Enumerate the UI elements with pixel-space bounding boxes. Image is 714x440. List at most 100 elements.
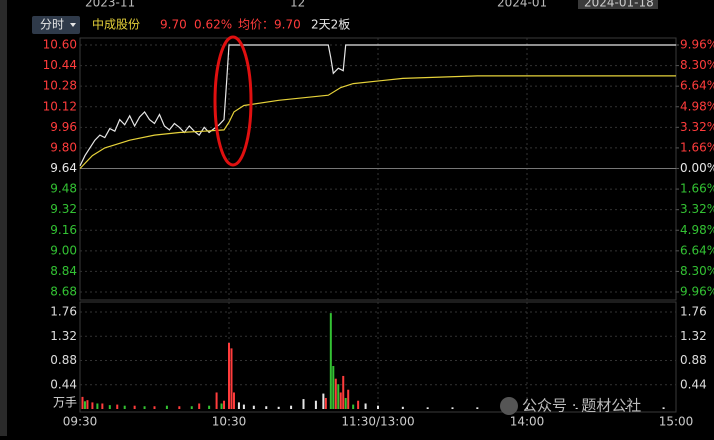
volume-bar (91, 402, 94, 409)
volume-bar (526, 407, 528, 409)
volume-bar (242, 404, 245, 409)
y-axis-unit: 万手 (53, 396, 77, 410)
y2-tick-label: 6.64% (680, 243, 714, 257)
y-tick-label: 9.80 (50, 140, 77, 154)
period-button[interactable] (32, 16, 80, 34)
y2-tick-label: 1.66% (680, 182, 714, 196)
stock-price: 9.70 (160, 18, 187, 32)
volume-bar (344, 397, 347, 409)
y2-tick-label: 0.44 (680, 377, 707, 391)
volume-bar (342, 375, 345, 409)
volume-bar (83, 401, 86, 409)
volume-bar (215, 392, 218, 409)
volume-bar (123, 405, 126, 409)
y2-tick-label: 9.96% (680, 285, 714, 299)
y-tick-label: 1.32 (50, 329, 77, 343)
y-tick-label: 0.88 (50, 353, 77, 367)
volume-bar (334, 378, 337, 409)
volume-bar (322, 393, 325, 409)
volume-bar (332, 366, 335, 409)
y2-tick-label: 4.98% (680, 99, 714, 113)
volume-bar (662, 407, 665, 409)
average-price: 均价：9.70 (238, 18, 301, 32)
x-tick-label: 10:30 (212, 415, 247, 429)
y2-tick-label: 3.32% (680, 120, 714, 134)
volume-bar (108, 405, 111, 409)
y-tick-label: 9.64 (50, 161, 77, 175)
volume-bar (198, 403, 201, 409)
timeline-label[interactable]: 2024-01-18 (584, 0, 654, 10)
x-tick-label: 09:30 (63, 415, 98, 429)
y-tick-label: 10.44 (43, 58, 77, 72)
volume-bar (575, 407, 578, 409)
volume-bar (377, 405, 379, 409)
volume-bar (265, 406, 268, 409)
volume-bar (232, 392, 235, 409)
y-tick-label: 8.68 (50, 285, 77, 299)
volume-bar (625, 407, 628, 409)
y2-tick-label: 0.00% (680, 161, 714, 175)
dropdown-arrow[interactable] (70, 23, 76, 27)
x-tick-label: 11:30/13:00 (341, 415, 414, 429)
volume-bar (190, 406, 193, 409)
y2-tick-label: 3.32% (680, 202, 714, 216)
volume-bar (347, 389, 350, 409)
volume-bar (81, 396, 84, 409)
timeline-current-box[interactable] (578, 0, 658, 9)
x-tick-label: 14:00 (510, 415, 545, 429)
volume-bar (165, 405, 168, 409)
volume-bar (223, 400, 226, 409)
y2-tick-label: 6.64% (680, 79, 714, 93)
price-line (79, 75, 676, 169)
volume-bar (357, 400, 360, 409)
volume-bar (324, 397, 327, 409)
volume-bar (208, 405, 211, 409)
volume-bar (352, 404, 355, 409)
volume-bar (237, 402, 240, 409)
volume-bar (314, 400, 317, 409)
y-tick-label: 9.16 (50, 223, 77, 237)
period-label[interactable]: 分时 (40, 18, 64, 32)
watermark: 公众号 · 题材公社 (522, 397, 641, 415)
volume-bar (476, 407, 479, 409)
y-tick-label: 10.60 (43, 38, 77, 52)
y-tick-label: 9.96 (50, 120, 77, 134)
streak: 2天2板 (311, 18, 350, 32)
price-line (79, 44, 676, 167)
volume-bar (96, 403, 99, 409)
highlight-ellipse (213, 35, 253, 167)
volume-bar (401, 406, 404, 409)
y-tick-label: 0.44 (50, 377, 77, 391)
volume-bar (153, 406, 156, 409)
timeline-label: 2024-01 (497, 0, 547, 10)
y2-tick-label: 8.30% (680, 264, 714, 278)
watermark-icon (500, 397, 518, 415)
volume-bar (451, 407, 454, 409)
volume-bar (178, 406, 181, 409)
y2-tick-label: 8.30% (680, 58, 714, 72)
stock-change: 0.62% (194, 18, 232, 32)
volume-bar (339, 392, 342, 409)
volume-bar (116, 404, 119, 409)
volume-bar (290, 405, 293, 409)
volume-bar (329, 313, 332, 409)
volume-bar (252, 405, 255, 409)
y-tick-label: 10.12 (43, 99, 77, 113)
y-tick-label: 9.48 (50, 182, 77, 196)
volume-bar (337, 384, 340, 409)
volume-bar (364, 403, 367, 409)
y-tick-label: 1.76 (50, 305, 77, 319)
volume-bar (277, 406, 280, 409)
volume-bar (228, 342, 230, 409)
y-tick-label: 8.84 (50, 264, 77, 278)
x-tick-label: 15:00 (659, 415, 694, 429)
y2-tick-label: 4.98% (680, 223, 714, 237)
volume-bar (426, 407, 429, 409)
y2-tick-label: 9.96% (680, 38, 714, 52)
timeline-label: 2023-11 (85, 0, 135, 10)
y2-tick-label: 0.88 (680, 353, 707, 367)
volume-bar (230, 348, 233, 409)
y2-tick-label: 1.32 (680, 329, 707, 343)
